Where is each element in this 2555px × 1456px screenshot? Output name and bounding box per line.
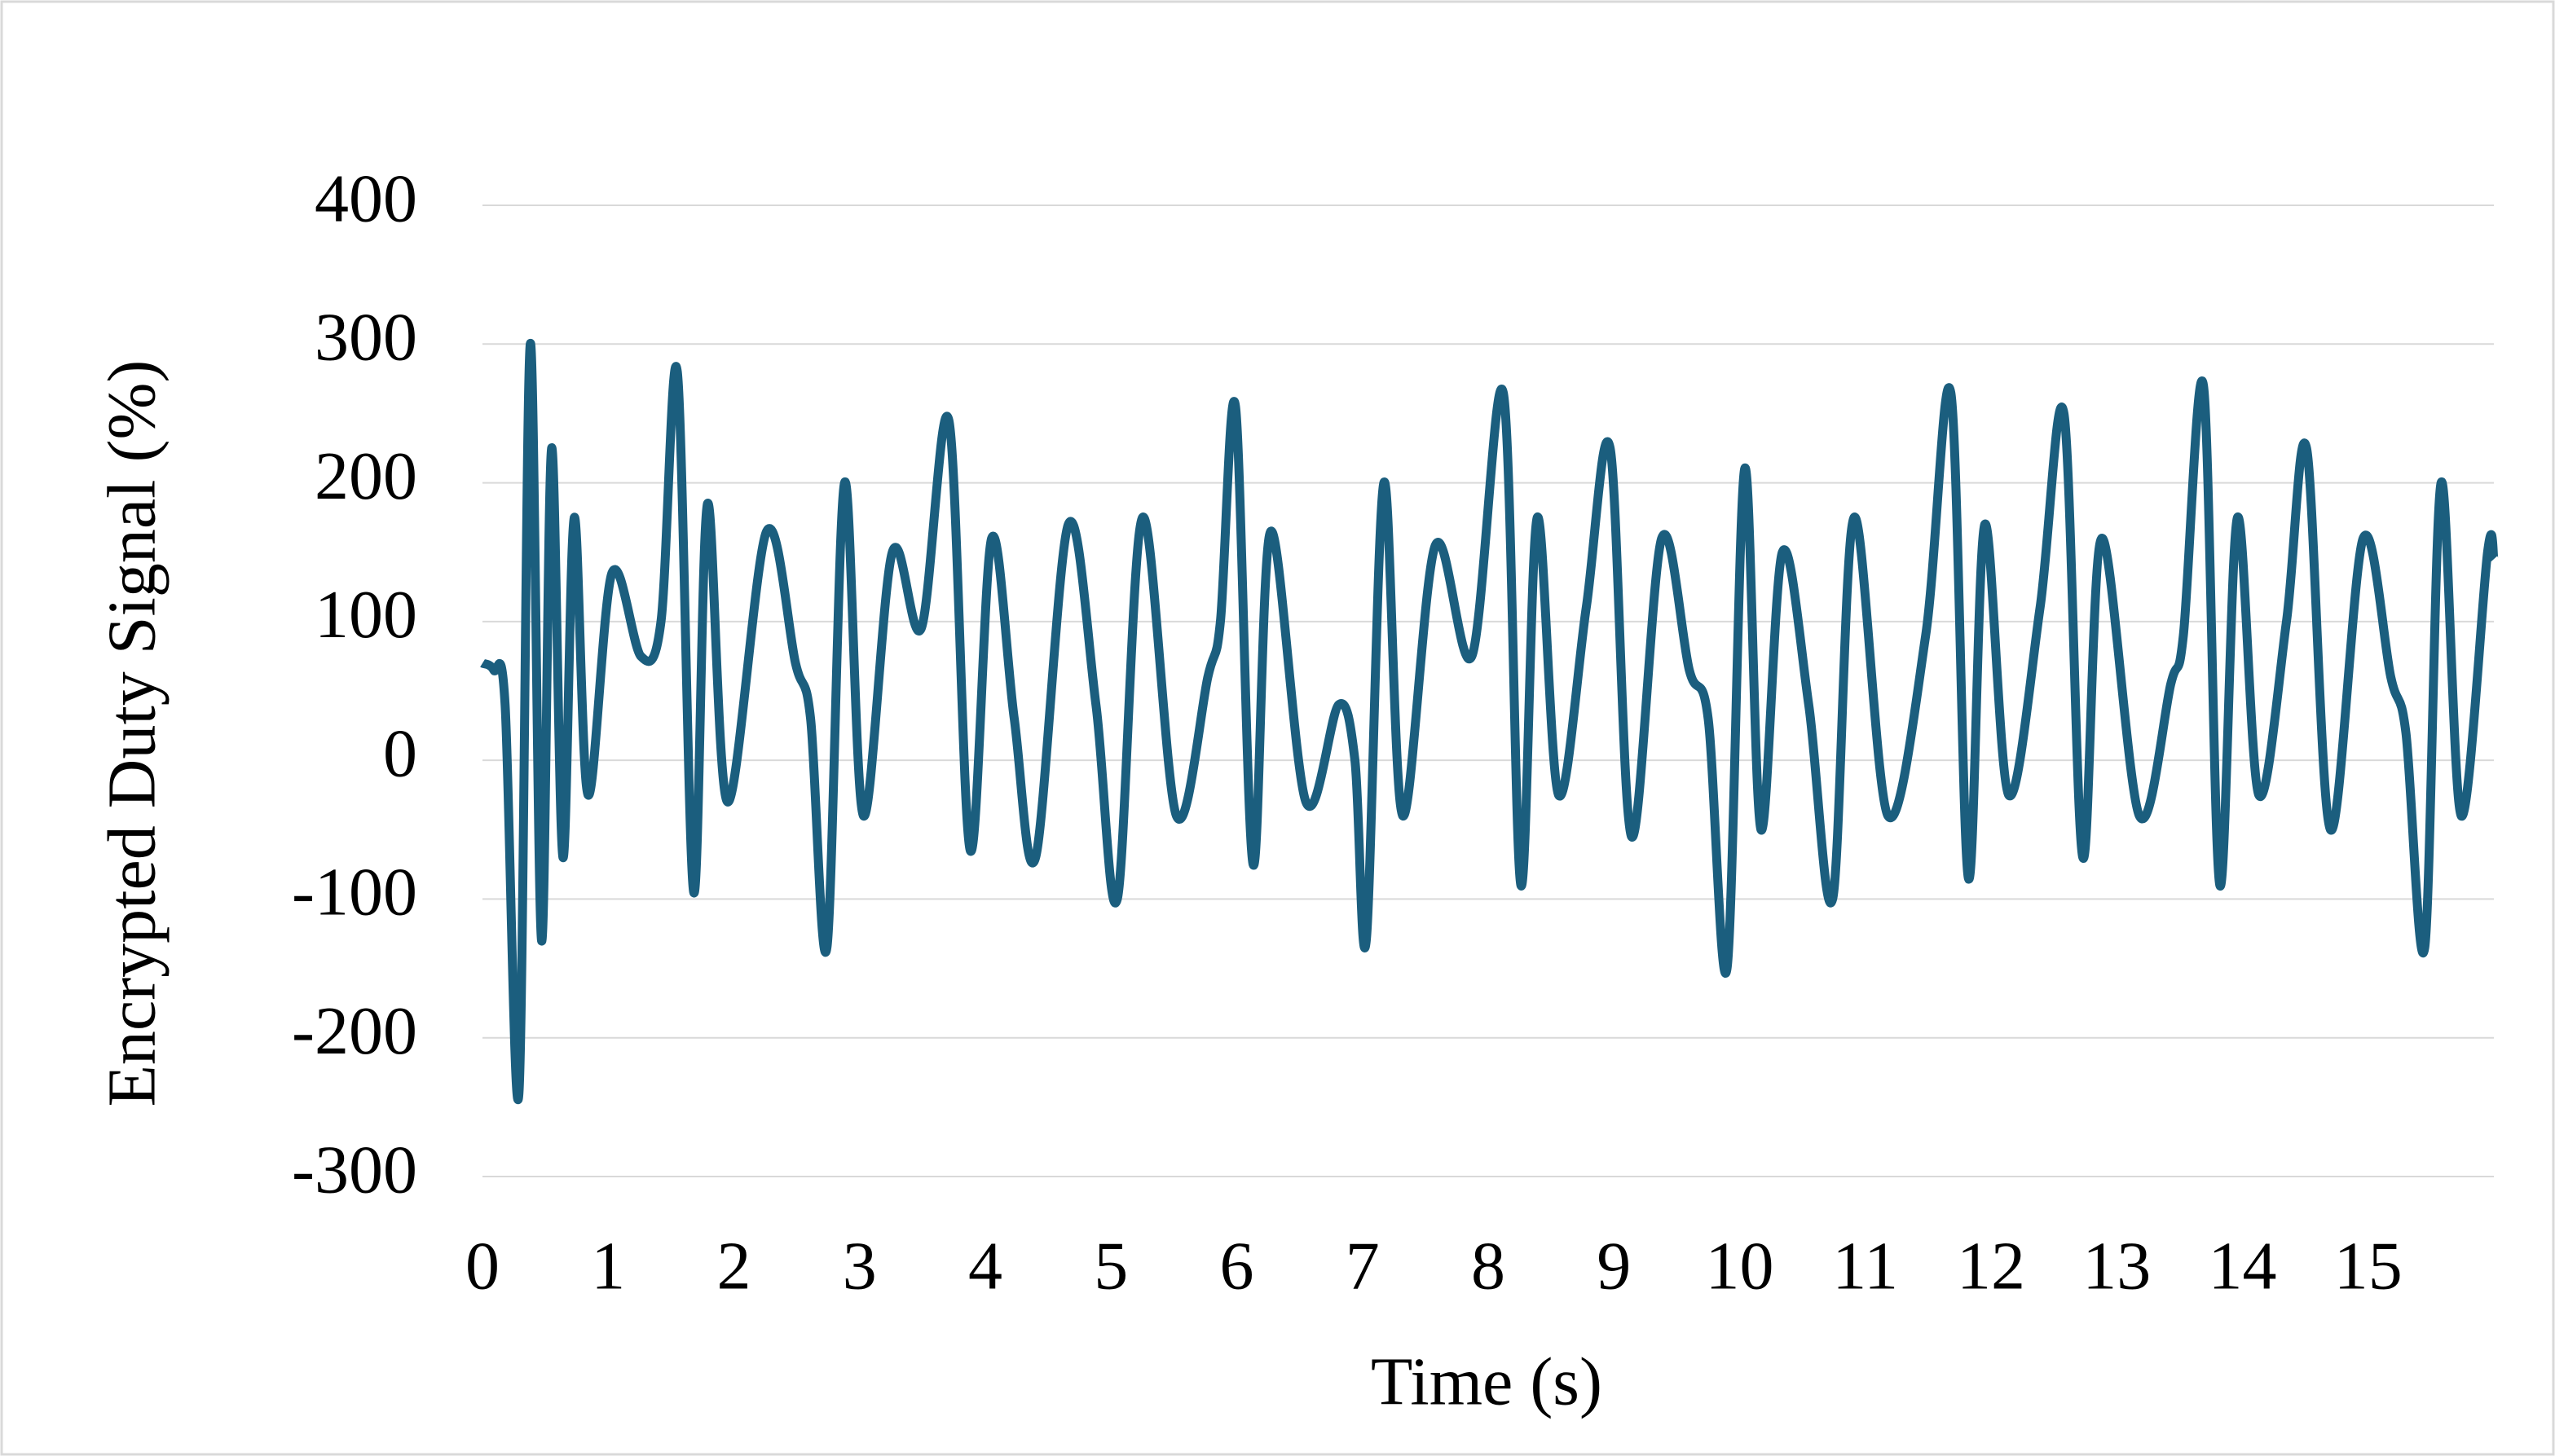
y-tick-label: -100 [292, 855, 417, 930]
x-tick-label: 15 [2334, 1228, 2403, 1304]
y-tick-label: 100 [315, 577, 417, 653]
data-line [480, 339, 2499, 1105]
x-tick-label: 0 [465, 1228, 500, 1304]
x-tick-label: 8 [1471, 1228, 1505, 1304]
x-tick-label: 7 [1346, 1228, 1380, 1304]
x-tick-label: 11 [1832, 1228, 1898, 1304]
y-tick-label: 400 [315, 161, 417, 236]
x-tick-label: 1 [591, 1228, 625, 1304]
x-tick-label: 12 [1957, 1228, 2025, 1304]
x-tick-label: 4 [968, 1228, 1002, 1304]
x-tick-label: 5 [1094, 1228, 1128, 1304]
x-tick-label: 9 [1597, 1228, 1631, 1304]
y-tick-label: 300 [315, 300, 417, 376]
x-axis-title: Time (s) [1371, 1344, 1602, 1419]
x-tick-label: 6 [1220, 1228, 1254, 1304]
x-tick-label: 2 [717, 1228, 751, 1304]
x-tick-label: 14 [2209, 1228, 2277, 1304]
x-tick-label: 10 [1706, 1228, 1774, 1304]
x-tick-label: 3 [843, 1228, 877, 1304]
y-tick-label: 0 [383, 715, 417, 791]
y-axis-title: Encrypted Duty Signal (%) [94, 360, 170, 1107]
x-tick-label: 13 [2082, 1228, 2151, 1304]
y-tick-label: -300 [292, 1132, 417, 1207]
y-tick-label: 200 [315, 438, 417, 514]
y-tick-label: -200 [292, 993, 417, 1069]
